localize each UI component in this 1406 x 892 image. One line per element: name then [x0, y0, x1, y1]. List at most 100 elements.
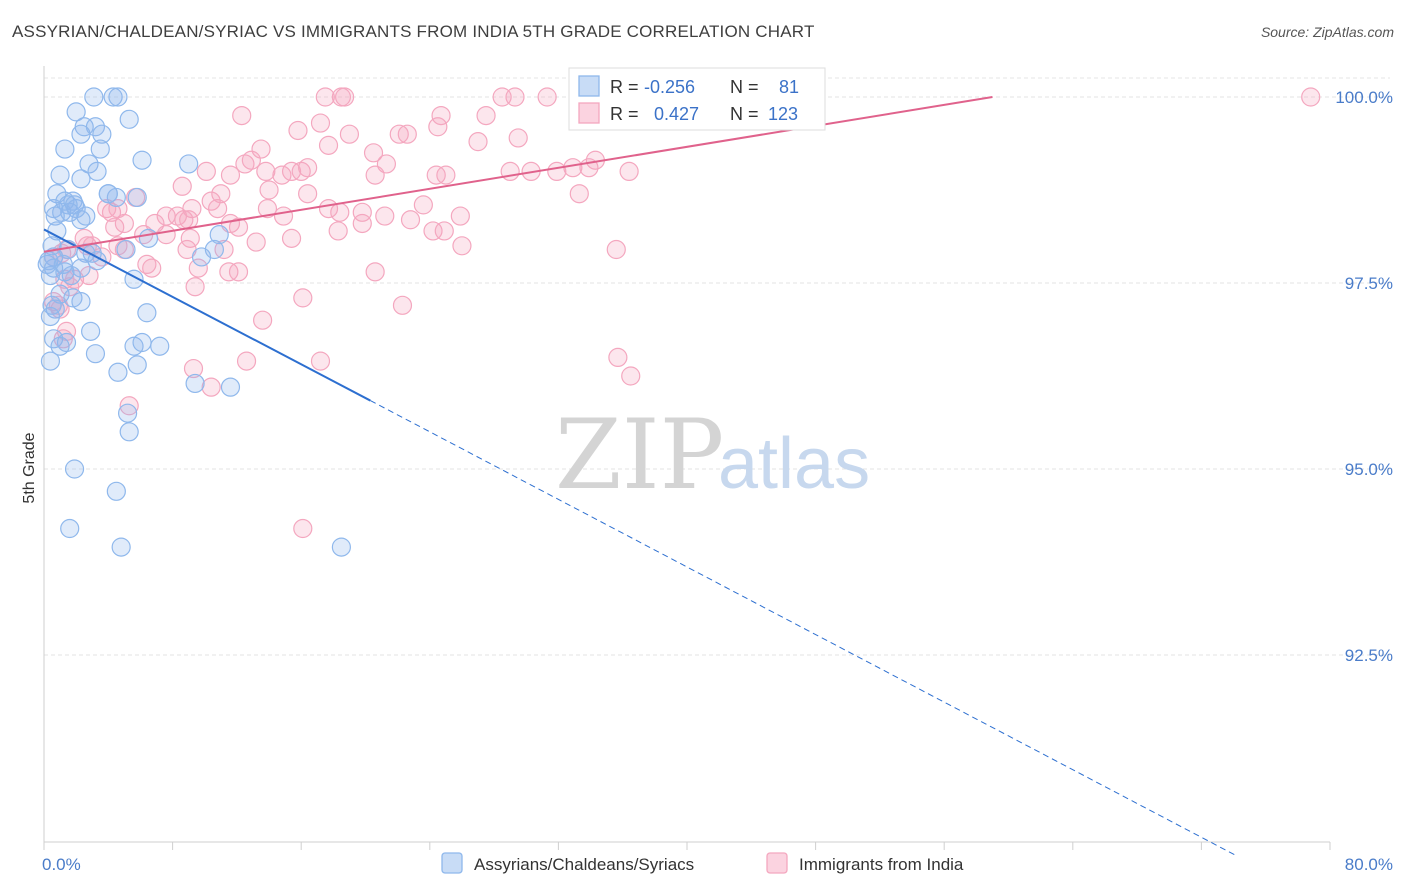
point-assyrians	[84, 87, 104, 107]
point-india	[232, 105, 252, 126]
point-india	[142, 258, 162, 278]
point-india	[397, 124, 417, 144]
point-india	[228, 262, 249, 282]
point-assyrians	[50, 165, 70, 185]
watermark-zip: ZIP	[555, 399, 724, 511]
point-india	[423, 221, 443, 241]
point-india	[196, 161, 216, 181]
source-credit: Source: ZipAtlas.com	[1260, 24, 1394, 40]
point-assyrians	[138, 228, 159, 248]
point-assyrians	[98, 184, 118, 204]
y-tick-labels: 100.0% 97.5% 95.0% 92.5%	[1335, 88, 1393, 665]
point-india	[436, 165, 456, 185]
legend-r-value-1: -0.256	[644, 77, 695, 97]
point-assyrians	[117, 403, 138, 423]
point-assyrians	[85, 344, 106, 364]
point-india	[621, 366, 641, 386]
point-india	[352, 202, 372, 222]
y-tick-label: 100.0%	[1335, 88, 1393, 107]
point-india	[253, 310, 273, 330]
bottom-legend-swatch-assyrians	[441, 852, 463, 874]
point-india	[180, 228, 200, 248]
point-india	[214, 239, 234, 260]
point-india	[298, 158, 318, 178]
point-assyrians	[50, 336, 70, 356]
point-india	[606, 239, 626, 260]
point-assyrians	[90, 139, 110, 159]
point-india	[219, 262, 239, 282]
point-india	[273, 206, 294, 226]
trend-line-india	[43, 96, 993, 253]
point-assyrians	[191, 247, 212, 267]
point-assyrians	[137, 303, 157, 323]
point-india	[241, 150, 261, 170]
point-india	[172, 176, 192, 196]
point-assyrians	[119, 422, 139, 442]
bottom-legend-label-india: Immigrants from India	[799, 855, 964, 874]
x-tick-labels: 0.0% 80.0%	[42, 855, 1393, 874]
point-india	[236, 351, 257, 371]
point-india	[315, 87, 335, 107]
point-india	[228, 217, 249, 237]
point-assyrians	[61, 265, 81, 286]
scatter-points	[37, 87, 1321, 557]
point-assyrians	[116, 239, 136, 260]
point-india	[563, 158, 583, 178]
point-assyrians	[37, 254, 57, 274]
point-assyrians	[60, 518, 80, 539]
point-assyrians	[150, 336, 170, 356]
point-india	[505, 87, 525, 107]
point-india	[156, 225, 176, 245]
point-assyrians	[132, 332, 152, 353]
legend-swatch-assyrians	[578, 75, 600, 97]
y-axis-title: 5th Grade	[21, 432, 38, 503]
point-india	[328, 221, 348, 241]
point-india	[298, 184, 318, 204]
point-assyrians	[108, 87, 128, 107]
point-assyrians	[44, 329, 64, 349]
legend-r-value-2: 0.427	[654, 104, 699, 124]
point-india	[400, 210, 421, 230]
point-india	[246, 232, 266, 252]
point-assyrians	[71, 258, 91, 278]
legend-n-value-1: 81	[779, 77, 799, 97]
point-india	[119, 396, 139, 416]
point-india	[375, 206, 395, 226]
point-india	[428, 117, 448, 137]
point-assyrians	[108, 362, 128, 382]
trend-line-assyrians-extension	[370, 400, 1237, 857]
point-assyrians	[209, 225, 229, 245]
bottom-legend-swatch-india	[766, 852, 788, 874]
point-india	[211, 184, 231, 204]
point-india	[547, 161, 567, 181]
point-india	[619, 161, 639, 181]
point-assyrians	[79, 154, 99, 174]
point-india	[335, 87, 355, 107]
point-india	[288, 120, 308, 141]
point-assyrians	[111, 537, 131, 557]
axes	[43, 66, 1331, 850]
point-india	[537, 87, 557, 107]
point-assyrians	[64, 459, 85, 479]
point-india	[363, 143, 384, 163]
point-assyrians	[50, 284, 70, 304]
stats-legend: R = -0.256 N = 81 R = 0.427 N = 123	[568, 67, 826, 131]
point-india	[318, 135, 339, 155]
point-india	[185, 277, 205, 297]
point-assyrians	[71, 124, 91, 144]
point-assyrians	[185, 373, 205, 394]
point-india	[434, 221, 454, 241]
point-assyrians	[179, 154, 199, 174]
point-india	[330, 202, 350, 222]
point-assyrians	[132, 150, 152, 170]
point-assyrians	[66, 102, 86, 122]
point-india	[183, 358, 204, 379]
point-assyrians	[71, 169, 91, 189]
watermark-atlas: atlas	[718, 424, 870, 504]
point-assyrians	[220, 377, 241, 397]
y-tick-label: 95.0%	[1345, 460, 1393, 479]
point-assyrians	[40, 306, 61, 327]
legend-n-value-2: 123	[768, 104, 798, 124]
legend-swatch-india	[578, 102, 600, 124]
point-india	[201, 377, 221, 397]
